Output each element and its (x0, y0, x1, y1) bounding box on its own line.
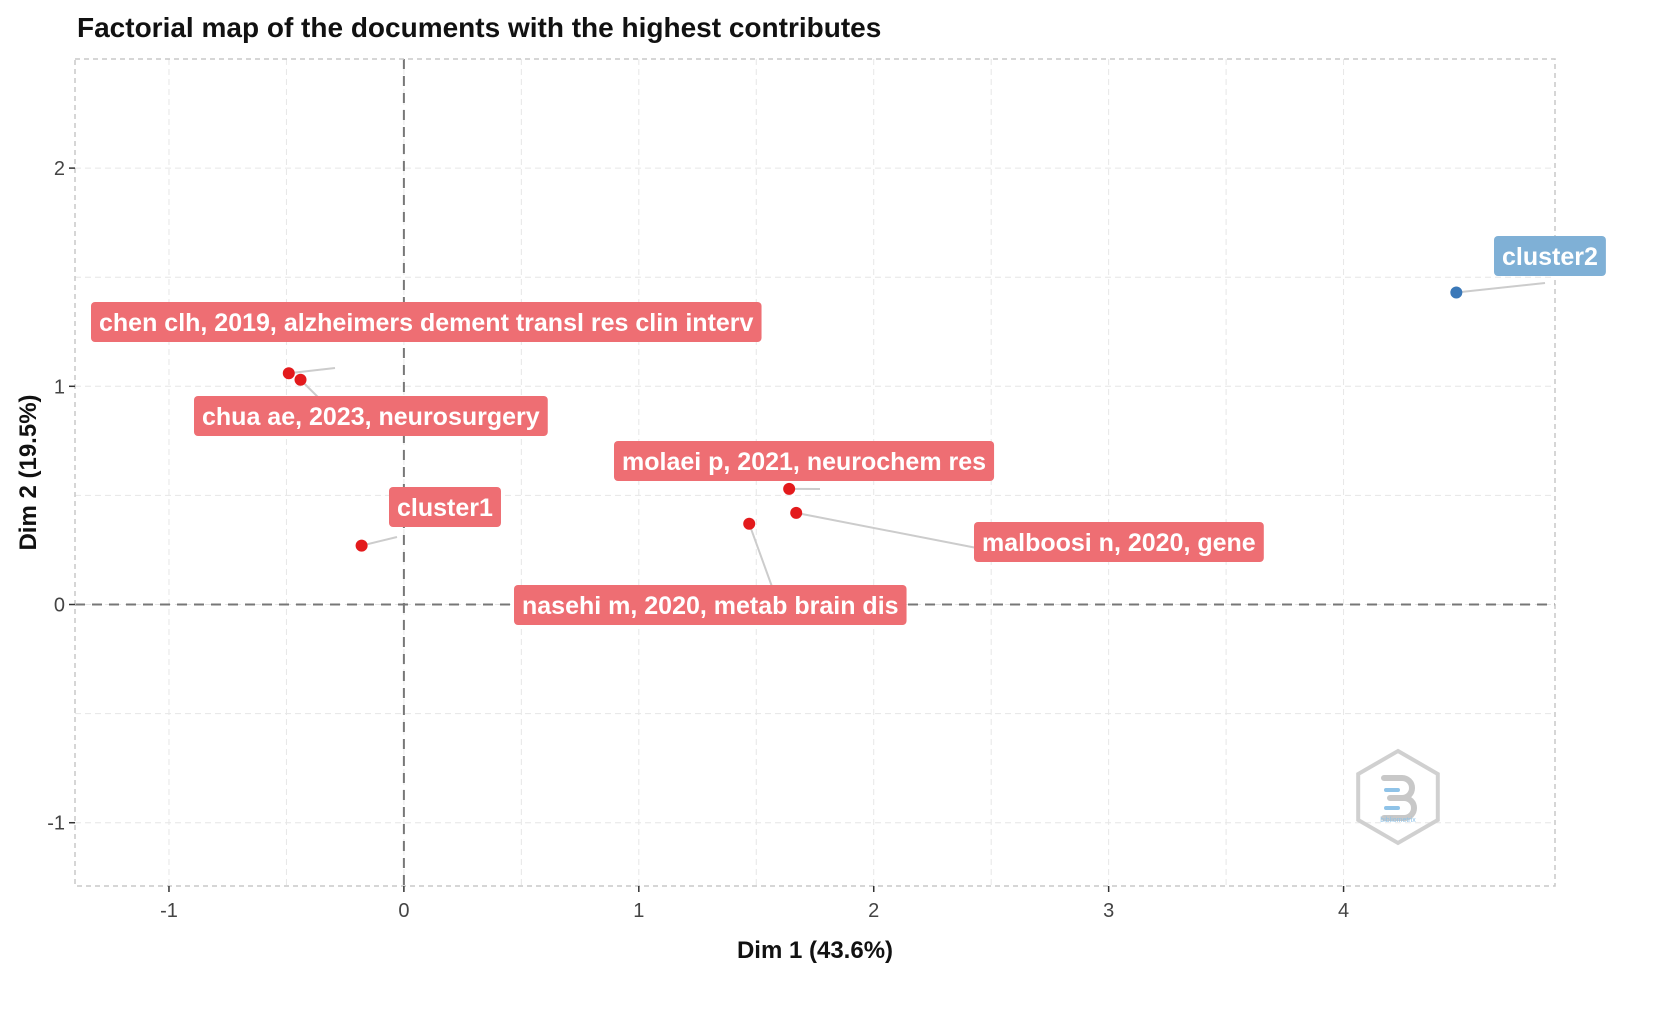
chart-title: Factorial map of the documents with the … (77, 12, 882, 43)
data-point (743, 517, 756, 530)
logo-text: bibliometrix (1380, 817, 1416, 824)
y-tick-label: 1 (54, 376, 65, 398)
point-label: chen clh, 2019, alzheimers dement transl… (91, 302, 762, 342)
x-axis-title: Dim 1 (43.6%) (737, 937, 893, 964)
point-label: chua ae, 2023, neurosurgery (194, 396, 548, 436)
y-axis-title: Dim 2 (19.5%) (15, 394, 42, 550)
point-label-box (91, 302, 762, 342)
x-tick-label: 4 (1338, 900, 1349, 922)
data-point (282, 367, 295, 380)
label-guide-line (1456, 282, 1546, 294)
point-label-box (1494, 236, 1606, 276)
point-label-text: nasehi m, 2020, metab brain dis (522, 592, 899, 620)
data-point (790, 506, 803, 519)
x-tick-label: 0 (398, 900, 409, 922)
point-label-text: malboosi n, 2020, gene (982, 529, 1256, 557)
label-guide-line (361, 536, 398, 547)
panel-border (74, 58, 1556, 887)
point-label-box (514, 585, 907, 625)
point-label: malboosi n, 2020, gene (974, 522, 1264, 562)
logo-hexagon (1356, 748, 1440, 846)
point-label-text: cluster1 (397, 494, 493, 522)
label-guide-line (748, 523, 776, 596)
y-tick-label: 2 (54, 158, 65, 180)
point-label-text: chen clh, 2019, alzheimers dement transl… (99, 309, 754, 337)
data-point (355, 539, 368, 552)
x-tick-label: 2 (868, 900, 879, 922)
data-points (282, 286, 1463, 552)
axis-ticks: -1 0 1 2 3 4 -1 0 1 2 (47, 158, 1349, 922)
point-label-box (389, 487, 501, 527)
y-tick-label: -1 (47, 813, 65, 835)
data-point (1450, 286, 1463, 299)
point-label-text: chua ae, 2023, neurosurgery (202, 403, 540, 431)
logo-glyph-accent (1384, 788, 1400, 810)
point-labels: chen clh, 2019, alzheimers dement transl… (91, 236, 1606, 625)
label-guide-line (288, 367, 336, 375)
x-tick-label: 3 (1103, 900, 1114, 922)
point-label-text: molaei p, 2021, neurochem res (622, 448, 986, 476)
point-label: cluster1 (389, 487, 501, 527)
point-label-box (194, 396, 548, 436)
logo-glyph (1381, 775, 1417, 821)
point-label: molaei p, 2021, neurochem res (614, 441, 995, 481)
y-tick-label: 0 (54, 595, 65, 617)
bibliometrix-logo: bibliometrix (1356, 748, 1440, 846)
data-point (294, 373, 307, 386)
point-label: nasehi m, 2020, metab brain dis (514, 585, 907, 625)
label-guide-line (796, 511, 983, 550)
point-label-box (614, 441, 995, 481)
x-tick-label: 1 (633, 900, 644, 922)
point-label: cluster2 (1494, 236, 1606, 276)
x-tick-label: -1 (160, 900, 178, 922)
data-point (783, 482, 796, 495)
point-label-box (974, 522, 1264, 562)
point-label-text: cluster2 (1502, 243, 1598, 271)
